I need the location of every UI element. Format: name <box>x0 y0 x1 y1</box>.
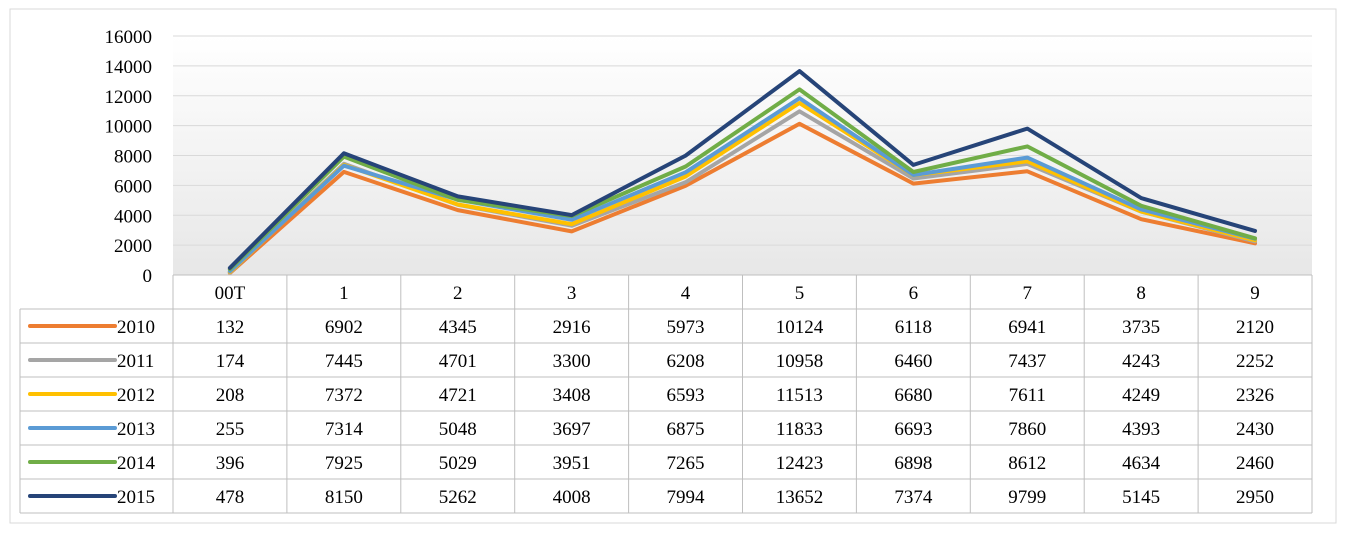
data-label: 4345 <box>439 317 477 338</box>
data-label: 6941 <box>1008 317 1046 338</box>
data-label: 13652 <box>776 487 824 508</box>
data-label: 7445 <box>325 351 363 372</box>
data-label: 5973 <box>667 317 705 338</box>
data-label: 3300 <box>553 351 591 372</box>
y-tick-label: 16000 <box>105 27 153 48</box>
y-tick-label: 6000 <box>114 176 152 197</box>
y-tick-label: 14000 <box>105 57 153 78</box>
data-label: 6693 <box>894 419 932 440</box>
data-label: 3951 <box>553 453 591 474</box>
series-line-2010 <box>227 121 1257 275</box>
x-category-label: 5 <box>795 283 805 304</box>
data-label: 3735 <box>1122 317 1160 338</box>
data-label: 5145 <box>1122 487 1160 508</box>
data-label: 4243 <box>1122 351 1160 372</box>
data-label: 4249 <box>1122 385 1160 406</box>
legend-label-2012: 2012 <box>117 385 155 406</box>
series-line-2015 <box>227 69 1257 270</box>
data-label: 6680 <box>894 385 932 406</box>
data-label: 5029 <box>439 453 477 474</box>
data-label: 8612 <box>1008 453 1046 474</box>
x-category-label: 2 <box>453 283 463 304</box>
series-line-2013 <box>227 96 1257 274</box>
data-label: 11513 <box>776 385 823 406</box>
data-label: 7374 <box>894 487 933 508</box>
data-label: 7372 <box>325 385 363 406</box>
data-label: 7925 <box>325 453 363 474</box>
data-label: 10124 <box>776 317 824 338</box>
data-label: 6898 <box>894 453 932 474</box>
data-label: 4701 <box>439 351 477 372</box>
data-label: 7994 <box>667 487 706 508</box>
data-label: 6460 <box>894 351 932 372</box>
y-tick-label: 0 <box>143 266 153 287</box>
data-label: 2460 <box>1236 453 1274 474</box>
x-category-label: 6 <box>909 283 919 304</box>
data-label: 3408 <box>553 385 591 406</box>
data-label: 12423 <box>776 453 824 474</box>
x-category-label: 7 <box>1023 283 1033 304</box>
legend-label-2014: 2014 <box>117 453 156 474</box>
y-tick-label: 10000 <box>105 117 153 138</box>
data-label: 255 <box>216 419 245 440</box>
data-label: 5048 <box>439 419 477 440</box>
data-label: 174 <box>216 351 245 372</box>
data-label: 7265 <box>667 453 705 474</box>
y-tick-label: 12000 <box>105 87 153 108</box>
data-label: 4393 <box>1122 419 1160 440</box>
data-label: 4634 <box>1122 453 1161 474</box>
legend-label-2013: 2013 <box>117 419 155 440</box>
series-line-2014 <box>227 87 1257 272</box>
data-label: 7437 <box>1008 351 1046 372</box>
data-label: 396 <box>216 453 245 474</box>
x-category-label: 1 <box>339 283 349 304</box>
data-label: 9799 <box>1008 487 1046 508</box>
data-label: 3697 <box>553 419 591 440</box>
data-label: 6902 <box>325 317 363 338</box>
legend-label-2010: 2010 <box>117 317 155 338</box>
x-category-label: 00T <box>215 283 246 304</box>
data-label: 5262 <box>439 487 477 508</box>
y-tick-label: 8000 <box>114 147 152 168</box>
data-label: 6208 <box>667 351 705 372</box>
x-category-label: 9 <box>1250 283 1260 304</box>
data-label: 4008 <box>553 487 591 508</box>
data-label: 6875 <box>667 419 705 440</box>
data-label: 478 <box>216 487 245 508</box>
data-label: 10958 <box>776 351 824 372</box>
data-label: 6593 <box>667 385 705 406</box>
data-label: 11833 <box>776 419 823 440</box>
data-label: 6118 <box>895 317 932 338</box>
y-tick-label: 4000 <box>114 206 152 227</box>
legend-label-2011: 2011 <box>117 351 154 372</box>
x-category-label: 8 <box>1136 283 1146 304</box>
data-label: 2120 <box>1236 317 1274 338</box>
y-tick-label: 2000 <box>114 236 152 257</box>
data-label: 2916 <box>553 317 591 338</box>
data-label: 2430 <box>1236 419 1274 440</box>
data-label: 7860 <box>1008 419 1046 440</box>
data-label: 132 <box>216 317 245 338</box>
data-label: 8150 <box>325 487 363 508</box>
x-category-label: 4 <box>681 283 691 304</box>
data-label: 4721 <box>439 385 477 406</box>
x-category-label: 3 <box>567 283 577 304</box>
legend-label-2015: 2015 <box>117 487 155 508</box>
data-label: 7611 <box>1009 385 1046 406</box>
data-label: 2252 <box>1236 351 1274 372</box>
data-label: 2326 <box>1236 385 1274 406</box>
data-label: 7314 <box>325 419 364 440</box>
data-label: 2950 <box>1236 487 1274 508</box>
data-label: 208 <box>216 385 245 406</box>
